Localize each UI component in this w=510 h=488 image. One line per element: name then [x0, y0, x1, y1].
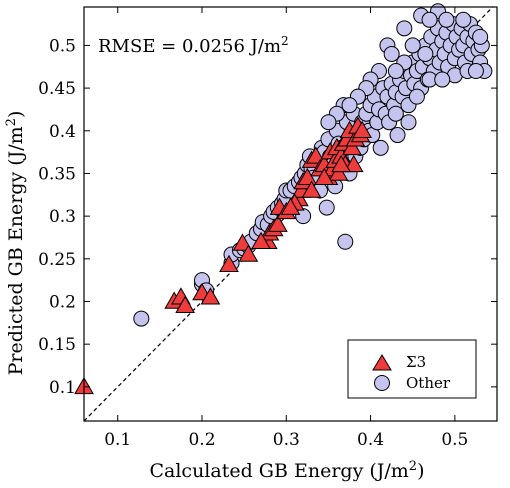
point-other — [341, 97, 358, 114]
point-sigma3 — [280, 197, 301, 215]
point-sigma3 — [328, 163, 349, 181]
y-tick-label: 0.45 — [38, 79, 76, 99]
x-tick-label: 0.4 — [357, 430, 384, 450]
plot-frame — [83, 6, 498, 422]
y-tick-label: 0.2 — [49, 292, 76, 312]
y-tick-label: 0.35 — [38, 164, 76, 184]
point-other — [408, 88, 425, 105]
point-sigma3 — [232, 233, 253, 251]
point-other — [318, 199, 335, 216]
y-tick-label: 0.15 — [38, 335, 76, 355]
legend-triangle-marker — [372, 354, 392, 371]
point-sigma3 — [238, 244, 259, 262]
point-other — [434, 71, 451, 88]
x-tick-label: 0.2 — [188, 430, 215, 450]
point-other — [133, 310, 150, 327]
rmse-annotation: RMSE = 0.0256 J/m2 — [98, 34, 289, 57]
point-sigma3 — [251, 231, 271, 249]
legend-label-other: Other — [406, 374, 451, 392]
point-other — [337, 233, 354, 250]
legend-box — [347, 339, 477, 399]
point-other — [387, 63, 404, 80]
point-other — [320, 114, 337, 131]
point-other — [467, 63, 484, 80]
points-layer — [74, 3, 493, 395]
point-sigma3 — [331, 154, 351, 173]
point-other — [387, 105, 404, 122]
legend: Σ3 Other — [347, 339, 477, 399]
point-sigma3 — [200, 287, 221, 305]
point-other — [389, 127, 406, 144]
x-axis-label: Calculated GB Energy (J/m2) — [149, 459, 424, 482]
point-other — [372, 139, 389, 156]
point-sigma3 — [267, 214, 288, 232]
legend-label-sigma3: Σ3 — [406, 353, 426, 371]
x-tick-label: 0.3 — [273, 430, 300, 450]
point-other — [383, 45, 400, 62]
point-other — [455, 11, 472, 28]
point-sigma3 — [342, 137, 362, 156]
point-other — [417, 45, 434, 62]
y-tick-label: 0.4 — [49, 122, 76, 142]
y-tick-label: 0.5 — [49, 36, 76, 56]
point-other — [396, 20, 413, 37]
legend-circle-marker — [374, 375, 390, 391]
point-sigma3 — [301, 180, 322, 198]
point-other — [472, 28, 489, 45]
point-other — [421, 11, 438, 28]
y-axis-label: Predicted GB Energy (J/m2) — [4, 111, 27, 376]
y-tick-label: 0.1 — [49, 378, 76, 398]
point-sigma3 — [352, 120, 373, 139]
y-tick-label: 0.3 — [49, 207, 76, 227]
point-sigma3 — [175, 295, 196, 314]
x-tick-label: 0.5 — [441, 430, 468, 450]
point-sigma3 — [314, 167, 335, 185]
point-sigma3 — [219, 254, 239, 273]
point-other — [400, 114, 417, 131]
y-tick-label: 0.25 — [38, 250, 76, 270]
point-sigma3 — [343, 154, 364, 173]
point-other — [438, 11, 455, 28]
x-tick-label: 0.1 — [104, 430, 131, 450]
point-sigma3 — [305, 146, 326, 164]
point-other — [404, 37, 421, 54]
point-sigma3 — [297, 167, 318, 185]
axis-layer: 0.1 0.2 0.3 0.4 0.5 0.1 0.15 0.2 0.25 0.3 0.35 0.4 0… — [38, 6, 498, 450]
